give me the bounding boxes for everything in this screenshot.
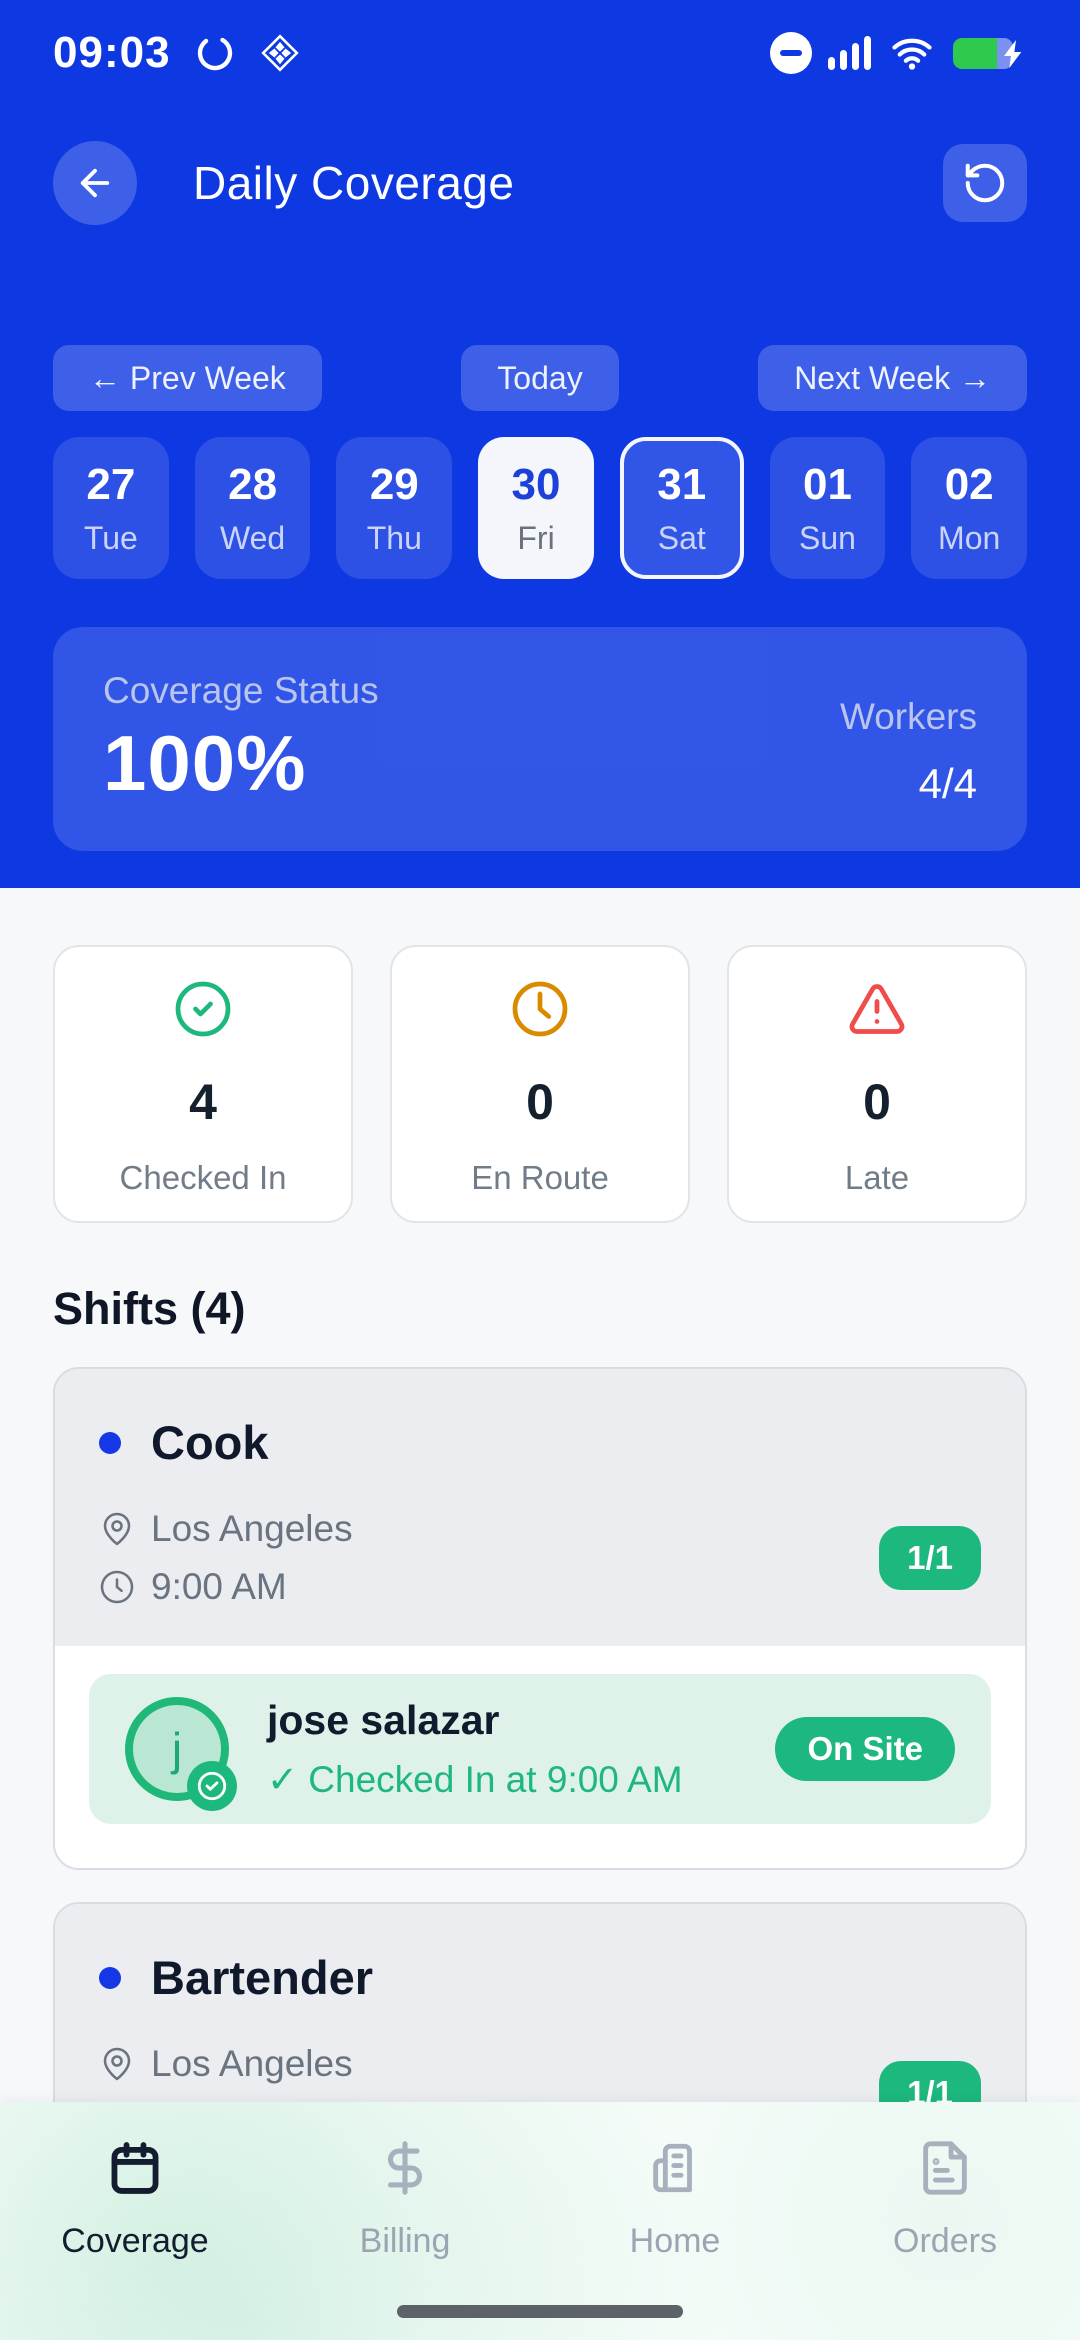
- date-weekday: Thu: [366, 519, 422, 556]
- arrow-left-icon: [80, 168, 110, 198]
- stats-row: 4 Checked In 0 En Route: [53, 945, 1027, 1223]
- nav-label: Orders: [893, 2222, 997, 2260]
- page-title: Daily Coverage: [193, 157, 515, 209]
- coverage-workers-right: Workers 4/4: [840, 667, 977, 811]
- shifts-heading: Shifts (4): [53, 1283, 246, 1334]
- prev-week-button[interactable]: ← Prev Week: [53, 345, 322, 411]
- date-chip-sat-today[interactable]: 31 Sat: [619, 437, 744, 579]
- shift-title: Bartender: [151, 1951, 374, 2004]
- checked-in-badge-icon: [187, 1761, 237, 1811]
- alert-triangle-icon: [847, 979, 907, 1039]
- stat-card-checked-in: 4 Checked In: [53, 945, 353, 1223]
- nav-item-billing[interactable]: Billing: [270, 2102, 540, 2340]
- date-number: 27: [86, 459, 136, 509]
- app-bar: Daily Coverage: [53, 140, 1027, 226]
- worker-name: jose salazar: [267, 1697, 500, 1743]
- calendar-icon: [106, 2138, 164, 2198]
- file-text-icon: [916, 2138, 974, 2198]
- date-weekday: Sat: [657, 519, 706, 556]
- date-number: 02: [944, 459, 994, 509]
- stat-value: 0: [526, 1074, 554, 1130]
- nav-label: Billing: [359, 2222, 451, 2260]
- date-chip-mon[interactable]: 02 Mon: [911, 437, 1028, 579]
- date-number: 29: [369, 459, 419, 509]
- worker-checkin-status: ✓ Checked In at 9:00 AM: [267, 1759, 683, 1800]
- date-chip-fri-selected[interactable]: 30 Fri: [478, 437, 594, 579]
- loader-icon: [195, 33, 235, 73]
- refresh-button[interactable]: [943, 144, 1027, 222]
- refresh-icon: [965, 163, 1005, 203]
- worker-row[interactable]: j jose salazar ✓ Checked In at 9:00 AM O…: [89, 1674, 991, 1824]
- battery-charging-icon: [953, 37, 1022, 69]
- status-right: [770, 32, 1027, 74]
- shift-title: Cook: [151, 1416, 269, 1469]
- coverage-status-left: Coverage Status 100%: [103, 667, 379, 811]
- shift-color-dot: [99, 1966, 121, 1989]
- nav-item-home[interactable]: Home: [540, 2102, 810, 2340]
- date-weekday: Fri: [517, 519, 555, 556]
- signal-icon: [828, 36, 871, 70]
- shift-location: Los Angeles: [151, 2043, 353, 2084]
- stat-label: En Route: [471, 1159, 609, 1196]
- coverage-status-card: Coverage Status 100% Workers 4/4: [53, 627, 1027, 851]
- date-number: 28: [228, 459, 278, 509]
- workers-value: 4/4: [918, 760, 977, 807]
- bottom-navigation: Coverage Billing Home: [0, 2102, 1080, 2340]
- today-button[interactable]: Today: [461, 345, 619, 411]
- date-number: 31: [657, 459, 707, 509]
- next-week-button[interactable]: Next Week →: [758, 345, 1027, 411]
- date-chip-wed[interactable]: 28 Wed: [194, 437, 311, 579]
- stat-label: Checked In: [119, 1159, 287, 1196]
- map-pin-icon: [99, 1511, 135, 1547]
- status-left: 09:03: [53, 28, 301, 78]
- check-circle-icon: [173, 979, 233, 1039]
- shift-card-header: Cook Los Angeles: [55, 1369, 1025, 1646]
- shift-card-cook[interactable]: Cook Los Angeles: [53, 1367, 1027, 1870]
- clock-small-icon: [99, 1569, 135, 1605]
- date-weekday: Mon: [938, 519, 1001, 556]
- avatar: j: [125, 1697, 237, 1811]
- stat-label: Late: [844, 1159, 910, 1196]
- nav-label: Coverage: [61, 2222, 209, 2260]
- clock-icon: [510, 979, 570, 1039]
- nav-item-coverage[interactable]: Coverage: [0, 2102, 270, 2340]
- week-navigation: ← Prev Week Today Next Week →: [53, 345, 1027, 411]
- status-bar: 09:03: [53, 0, 1027, 78]
- date-chip-sun[interactable]: 01 Sun: [769, 437, 886, 579]
- date-selector: 27 Tue 28 Wed 29 Thu 30 Fri 31 Sat 01 Su…: [53, 437, 1028, 579]
- date-chip-tue[interactable]: 27 Tue: [53, 437, 169, 579]
- shift-location: Los Angeles: [151, 1508, 353, 1549]
- coverage-status-label: Coverage Status: [103, 669, 379, 711]
- diamond-icon: [259, 32, 301, 74]
- shift-card-body: j jose salazar ✓ Checked In at 9:00 AM O…: [55, 1646, 1025, 1868]
- date-weekday: Wed: [219, 519, 286, 556]
- stat-value: 0: [863, 1074, 891, 1130]
- shift-filled-badge: 1/1: [879, 1526, 981, 1590]
- back-button[interactable]: [53, 141, 137, 225]
- date-weekday: Tue: [83, 519, 138, 556]
- date-number: 30: [511, 459, 561, 509]
- building-icon: [646, 2138, 704, 2198]
- dollar-icon: [376, 2138, 434, 2198]
- do-not-disturb-icon: [770, 32, 812, 74]
- on-site-badge: On Site: [775, 1717, 955, 1781]
- workers-label: Workers: [839, 696, 977, 737]
- nav-label: Home: [629, 2222, 721, 2260]
- date-number: 01: [802, 459, 852, 509]
- date-weekday: Sun: [798, 519, 856, 556]
- hero-section: 09:03: [0, 0, 1080, 888]
- stat-card-en-route: 0 En Route: [390, 945, 690, 1223]
- shift-color-dot: [99, 1431, 121, 1454]
- shift-time: 9:00 AM: [151, 1566, 287, 1607]
- map-pin-icon: [99, 2046, 135, 2082]
- home-indicator[interactable]: [397, 2305, 683, 2318]
- date-chip-thu[interactable]: 29 Thu: [336, 437, 453, 579]
- stat-value: 4: [189, 1074, 217, 1130]
- status-time: 09:03: [53, 28, 171, 77]
- wifi-icon: [887, 32, 937, 74]
- stat-card-late: 0 Late: [727, 945, 1027, 1223]
- coverage-percent: 100%: [103, 718, 307, 807]
- nav-item-orders[interactable]: Orders: [810, 2102, 1080, 2340]
